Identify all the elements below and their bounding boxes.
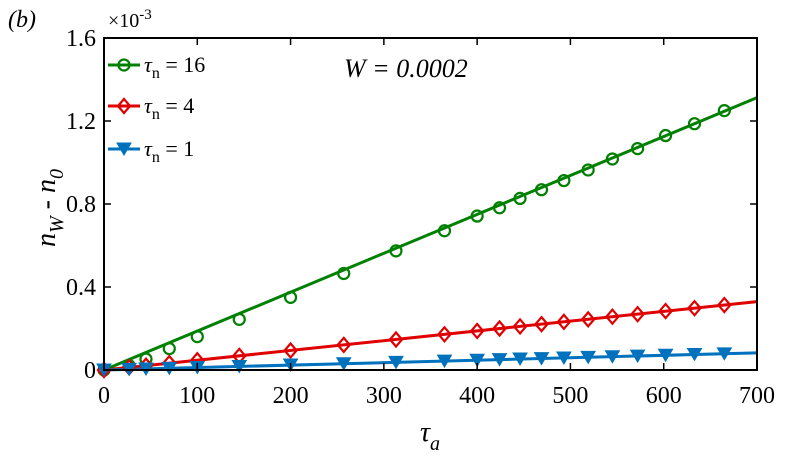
data-point-s0-3 <box>162 342 176 356</box>
legend-marker-tn16 <box>117 58 131 72</box>
legend-sub-tn16: n <box>152 65 160 82</box>
x-tick-label-6: 600 <box>646 383 682 409</box>
data-point-s2-20 <box>716 347 733 361</box>
data-point-s1-18 <box>658 302 674 320</box>
data-point-s0-20 <box>717 104 731 118</box>
legend-sub-tn4: n <box>152 106 160 123</box>
data-point-s0-10 <box>470 209 484 223</box>
y-axis-label-sub-w: W <box>46 214 68 233</box>
legend-label-tn1: τn = 1 <box>144 136 194 166</box>
data-point-s0-17 <box>630 141 645 156</box>
x-tick-label-2: 200 <box>273 383 309 409</box>
data-point-s1-8 <box>388 330 404 349</box>
data-point-s2-16 <box>604 350 621 364</box>
data-point-s2-18 <box>657 348 674 363</box>
legend-label-tn4: τn = 4 <box>144 93 194 123</box>
plot-area: 0 100 200 300 400 500 600 700 0 0.4 0.8 1.2 1.6 <box>66 26 775 409</box>
data-point-s2-12 <box>512 352 528 366</box>
data-point-s1-10 <box>469 322 485 340</box>
data-point-s2-17 <box>629 349 646 364</box>
x-tick-label-5: 500 <box>552 383 588 409</box>
x-tick-label-1: 100 <box>179 383 215 409</box>
panel-label: (b) <box>8 7 36 33</box>
data-point-s1-16 <box>604 307 620 326</box>
x-axis-label: τa <box>420 417 440 455</box>
legend-marker-tn4 <box>116 97 132 115</box>
data-point-s2-19 <box>686 347 703 362</box>
data-point-s0-15 <box>581 163 595 177</box>
data-point-s0-6 <box>283 290 298 304</box>
data-point-s1-9 <box>437 325 452 344</box>
data-point-s1-13 <box>534 315 549 333</box>
legend-sub-tn1: n <box>152 149 160 166</box>
legend-value-tn16: = 16 <box>160 52 205 77</box>
data-point-s1-12 <box>512 317 528 336</box>
data-point-s2-7 <box>335 357 352 371</box>
data-point-s1-17 <box>630 305 646 323</box>
y-exponent-base: ×10 <box>108 10 139 32</box>
data-point-s0-11 <box>492 201 507 215</box>
data-point-s0-7 <box>337 266 351 281</box>
axes-box <box>103 37 758 371</box>
legend-value-tn1: = 1 <box>160 136 194 161</box>
y-exponent-power: -3 <box>139 7 152 23</box>
y-exponent-label: ×10-3 <box>108 7 152 32</box>
x-tick-label-7: 700 <box>739 383 775 409</box>
data-point-s2-13 <box>533 352 550 366</box>
y-axis-label-n: n <box>31 233 62 247</box>
data-point-s2-10 <box>469 353 486 368</box>
data-point-s0-14 <box>557 173 571 188</box>
y-tick-label-2: 0.8 <box>66 192 96 218</box>
data-point-s0-4 <box>190 329 204 344</box>
data-point-s0-5 <box>232 312 246 326</box>
x-axis-label-sub: a <box>430 433 440 455</box>
data-point-s1-6 <box>283 341 299 360</box>
legend-symbol-tn16: τ <box>144 52 153 77</box>
legend-value-tn4: = 4 <box>160 93 194 118</box>
legend-symbol-tn1: τ <box>144 136 153 161</box>
legend-marker-tn1 <box>116 142 132 156</box>
series-line-0 <box>103 96 758 372</box>
data-point-s2-5 <box>231 359 248 374</box>
x-tick-label-4: 400 <box>459 383 495 409</box>
y-tick-label-4: 1.6 <box>66 26 96 52</box>
data-point-s0-16 <box>605 152 620 166</box>
x-tick-label-3: 300 <box>366 383 402 409</box>
data-point-s2-8 <box>388 355 404 370</box>
data-point-s2-2 <box>138 362 154 376</box>
data-point-s0-9 <box>437 224 452 238</box>
plot-annotation: W = 0.0002 <box>344 54 468 83</box>
y-tick-label-0: 0 <box>84 358 96 384</box>
data-point-s2-9 <box>436 354 453 369</box>
y-tick-label-1: 0.4 <box>66 275 96 301</box>
data-point-s0-18 <box>658 128 673 143</box>
legend: τn = 16 τn = 4 τn = 1 <box>108 52 205 166</box>
data-point-s0-8 <box>389 244 403 258</box>
data-point-s1-19 <box>687 299 702 317</box>
data-point-s1-15 <box>580 310 596 329</box>
data-point-s2-14 <box>556 351 572 365</box>
series-line-1 <box>103 300 758 372</box>
legend-symbol-tn4: τ <box>144 93 153 118</box>
data-point-s1-11 <box>492 319 507 338</box>
data-point-s0-19 <box>687 117 702 131</box>
x-tick-label-0: 0 <box>98 383 110 409</box>
y-axis-label-sub-0: 0 <box>46 169 68 179</box>
data-point-s0-12 <box>513 191 527 205</box>
y-tick-label-3: 1.2 <box>66 109 96 135</box>
y-axis-label: nW - n0 <box>31 169 68 247</box>
data-point-s1-14 <box>556 313 572 331</box>
data-point-s0-13 <box>534 183 549 197</box>
data-point-s2-15 <box>580 350 597 365</box>
series-line-2 <box>103 351 758 372</box>
data-point-s2-11 <box>491 353 508 367</box>
data-point-s2-3 <box>161 361 178 376</box>
data-point-s1-7 <box>336 336 352 354</box>
y-axis-label-minus: - n <box>31 179 62 216</box>
data-point-s1-20 <box>716 296 732 314</box>
legend-label-tn16: τn = 16 <box>144 52 205 82</box>
x-axis-label-tau: τ <box>420 417 431 448</box>
